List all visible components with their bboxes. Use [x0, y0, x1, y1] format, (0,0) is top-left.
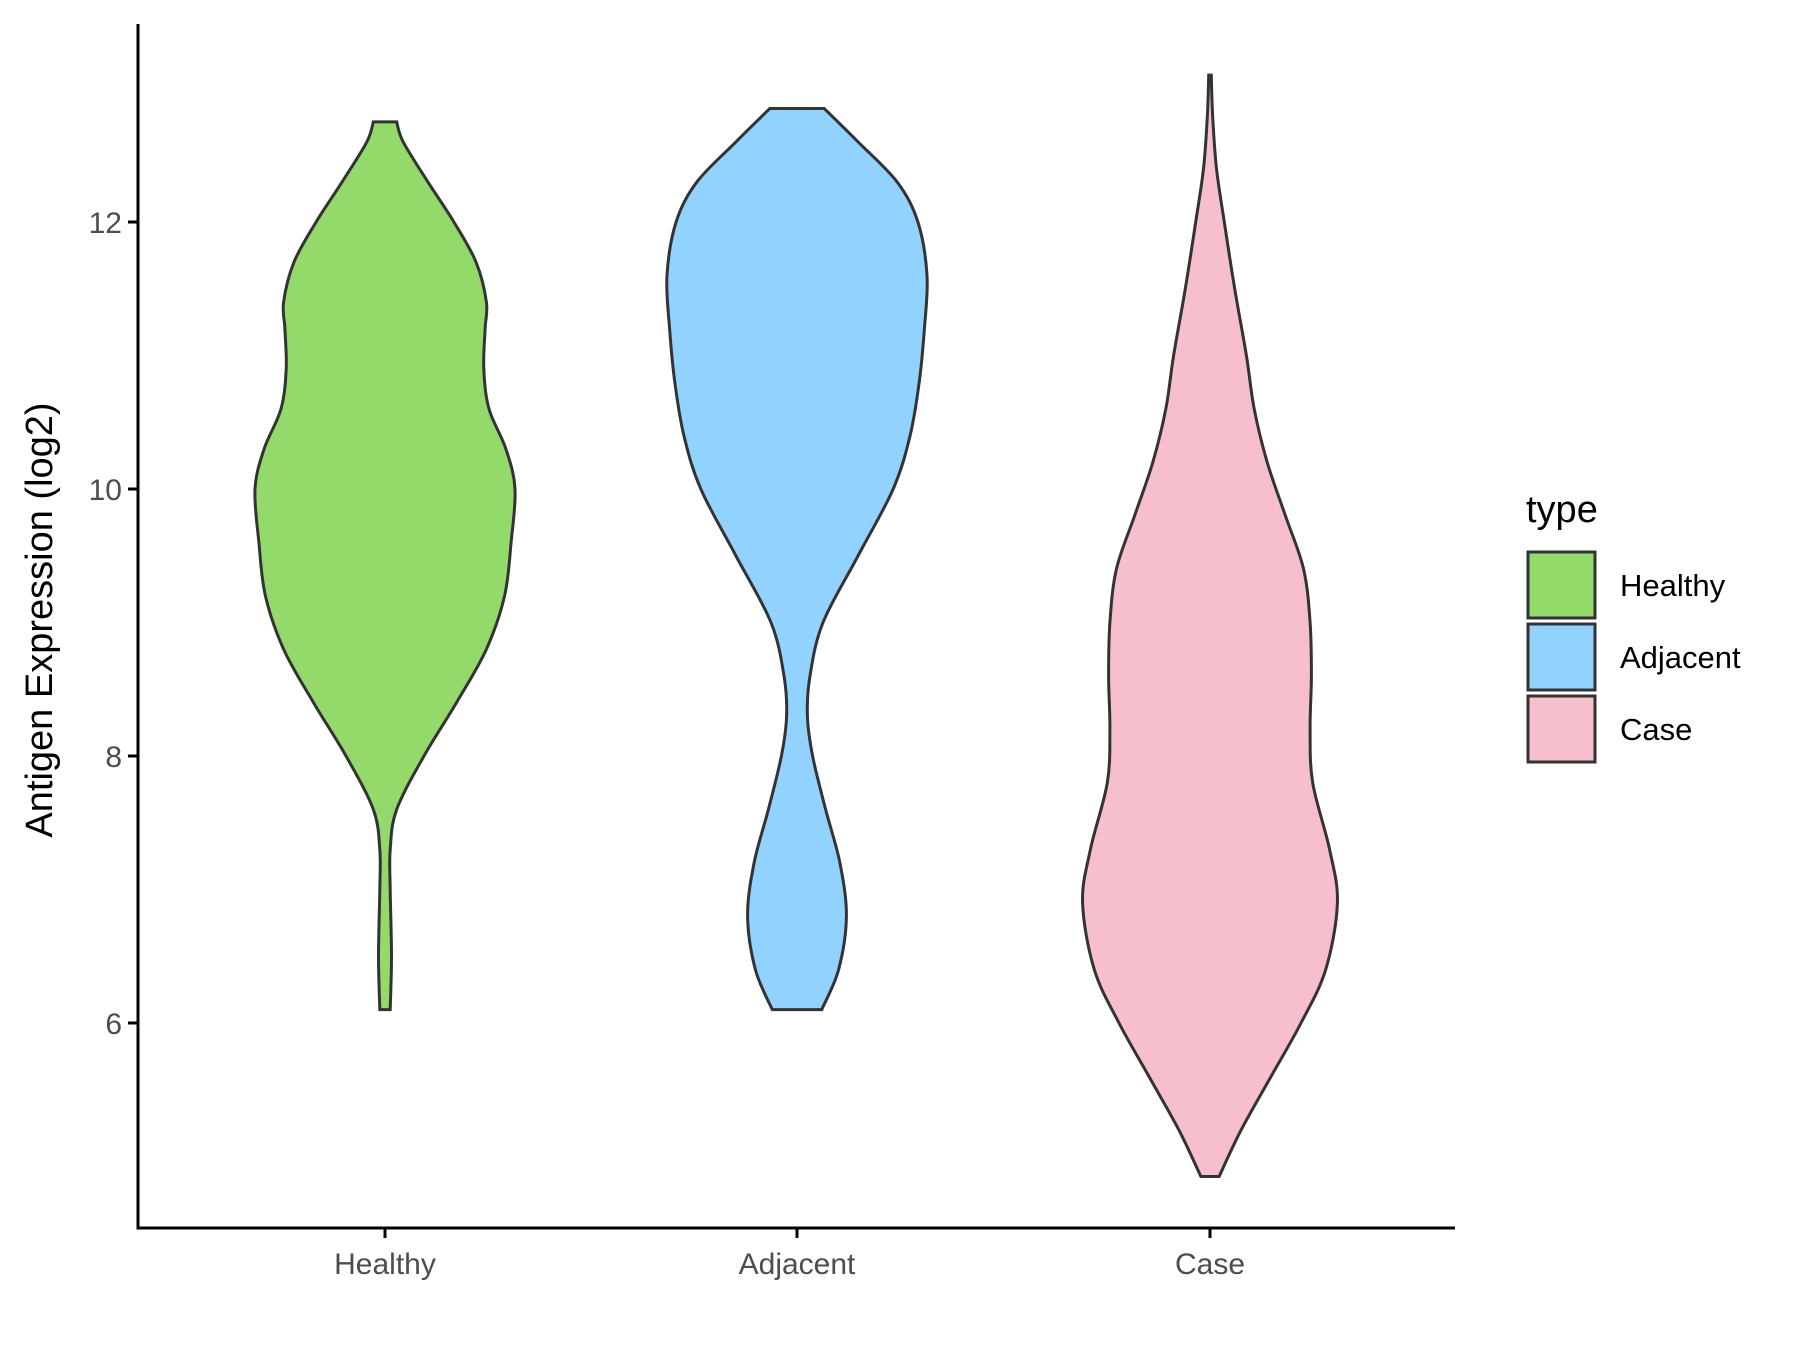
y-tick-label: 8: [105, 741, 122, 774]
legend-label-case: Case: [1620, 712, 1692, 747]
violin-case: [1081, 73, 1339, 1179]
violins: [253, 73, 1339, 1179]
legend-key-healthy: [1526, 550, 1597, 620]
y-tick-label: 6: [105, 1008, 122, 1041]
violin-adjacent: [665, 107, 929, 1012]
y-axis-title: Antigen Expression (log2): [19, 402, 61, 837]
x-tick-label: Healthy: [334, 1248, 436, 1281]
y-tick-label: 10: [89, 474, 122, 507]
legend-key-adjacent: [1526, 622, 1597, 692]
legend-label-healthy: Healthy: [1620, 568, 1726, 603]
legend-key-case: [1526, 694, 1597, 764]
violin-healthy: [253, 120, 517, 1012]
legend: type Healthy Adjacent Case: [1526, 489, 1741, 764]
y-tick-label: 12: [89, 207, 122, 240]
legend-label-adjacent: Adjacent: [1620, 640, 1741, 675]
legend-title: type: [1526, 489, 1598, 531]
x-tick-label: Adjacent: [739, 1248, 856, 1281]
y-ticks: 6 8 10 12: [89, 207, 138, 1041]
x-tick-label: Case: [1175, 1248, 1245, 1281]
x-ticks: Healthy Adjacent Case: [334, 1228, 1245, 1281]
